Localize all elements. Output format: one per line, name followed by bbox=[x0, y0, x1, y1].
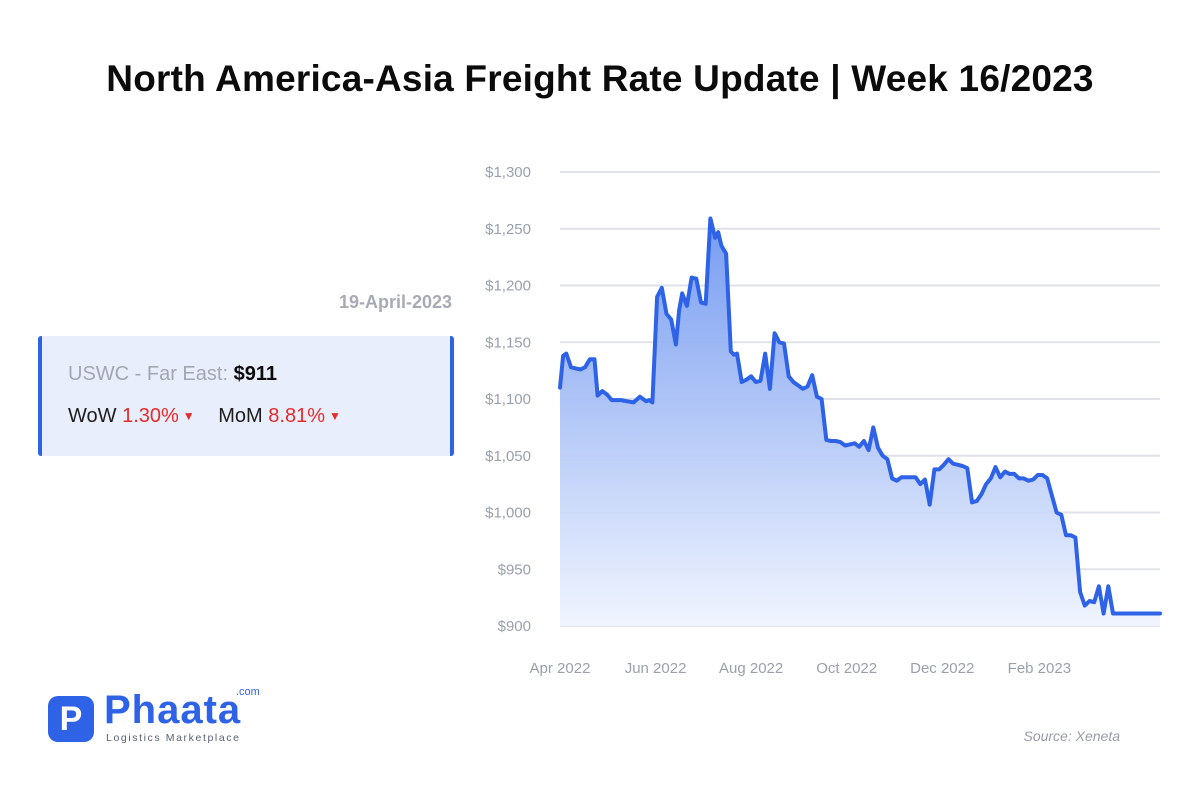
x-tick-label: Aug 2022 bbox=[719, 660, 783, 677]
mom-value: 8.81% bbox=[268, 405, 325, 427]
mom-down-arrow-icon: ▼ bbox=[328, 409, 341, 423]
y-tick-label: $1,300 bbox=[485, 164, 531, 181]
logo-mark-icon: P bbox=[48, 696, 94, 742]
route-label: USWC - Far East: bbox=[68, 363, 234, 385]
y-tick-label: $1,050 bbox=[485, 448, 531, 465]
mom-label: MoM bbox=[218, 405, 263, 427]
logo-name: Phaata bbox=[104, 688, 242, 732]
rate-summary-card: USWC - Far East: $911 WoW 1.30% ▼ MoM 8.8… bbox=[38, 336, 454, 456]
y-tick-label: $1,000 bbox=[485, 505, 531, 522]
x-axis-ticks: Apr 2022 Jun 2022 Aug 2022 Oct 2022 Dec 2022… bbox=[530, 660, 1072, 677]
logo-tagline: Logistics Marketplace bbox=[106, 732, 241, 744]
x-tick-label: Oct 2022 bbox=[816, 660, 877, 677]
x-tick-label: Apr 2022 bbox=[530, 660, 591, 677]
logo-tld: .com bbox=[236, 686, 260, 698]
y-axis-ticks: $900 $950 $1,000 $1,050 $1,100 $1,150 $1,200 $1… bbox=[485, 164, 531, 635]
y-tick-label: $1,250 bbox=[485, 221, 531, 238]
change-metrics: WoW 1.30% ▼ MoM 8.81% ▼ bbox=[68, 405, 359, 428]
source-note: Source: Xeneta bbox=[1023, 728, 1120, 744]
page-title: North America-Asia Freight Rate Update |… bbox=[106, 58, 1094, 99]
report-date: 19-April-2023 bbox=[338, 292, 452, 312]
y-tick-label: $900 bbox=[498, 618, 531, 635]
phaata-logo: P Phaata .com Logistics Marketplace bbox=[48, 686, 278, 746]
wow-value: 1.30% bbox=[122, 405, 179, 427]
x-tick-label: Jun 2022 bbox=[625, 660, 687, 677]
y-tick-label: $1,100 bbox=[485, 391, 531, 408]
wow-label: WoW bbox=[68, 405, 117, 427]
y-tick-label: $950 bbox=[498, 561, 531, 578]
y-tick-label: $1,150 bbox=[485, 334, 531, 351]
rate-area-fill bbox=[560, 218, 1160, 626]
route-line: USWC - Far East: $911 bbox=[68, 363, 277, 386]
rate-series-line bbox=[558, 216, 1162, 616]
x-tick-label: Dec 2022 bbox=[910, 660, 974, 677]
wow-down-arrow-icon: ▼ bbox=[182, 409, 195, 423]
y-tick-label: $1,200 bbox=[485, 278, 531, 295]
rate-price: $911 bbox=[233, 363, 277, 385]
x-tick-label: Feb 2023 bbox=[1008, 660, 1071, 677]
